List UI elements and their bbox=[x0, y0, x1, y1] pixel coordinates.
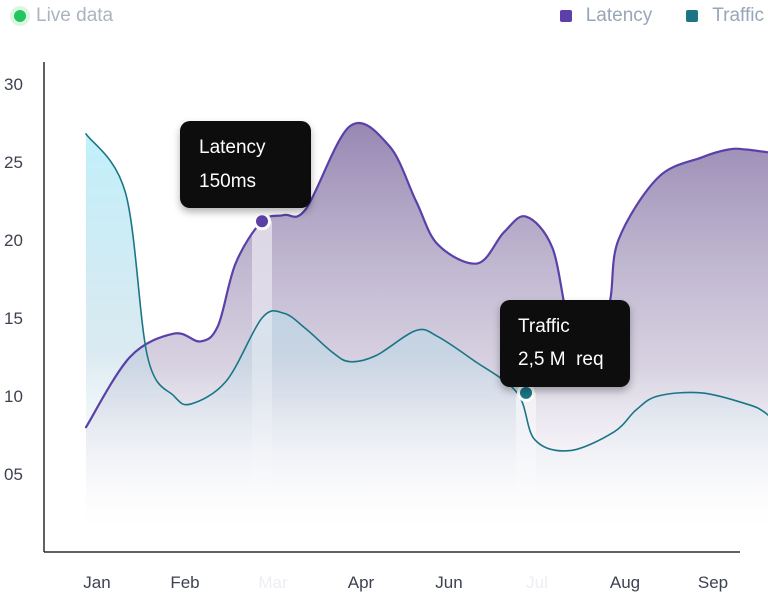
y-tick-label: 05 bbox=[4, 465, 23, 484]
tooltip-traffic-box bbox=[500, 300, 630, 387]
x-tick-label: Jun bbox=[435, 573, 462, 592]
x-tick-label: Mar bbox=[258, 573, 288, 592]
marker-guide-latency bbox=[252, 221, 272, 530]
legend-swatch-latency bbox=[559, 10, 572, 22]
marker-guides bbox=[252, 221, 536, 530]
y-tick-label: 15 bbox=[4, 309, 23, 328]
series-line-traffic bbox=[85, 133, 768, 452]
y-axis-ticks: 30 25 20 15 10 05 bbox=[4, 75, 23, 484]
legend-item-traffic[interactable]: Traffic bbox=[686, 5, 764, 27]
legend-label-latency: Latency bbox=[585, 5, 653, 26]
x-axis-ticks: Jan Feb Mar Apr Jun Jul Aug Sep bbox=[83, 573, 728, 592]
series-lines bbox=[84, 122, 768, 452]
live-label: Live data bbox=[36, 5, 114, 26]
tooltip-latency-box bbox=[180, 121, 311, 208]
data-point-marker-traffic[interactable] bbox=[517, 383, 535, 402]
y-tick-label: 25 bbox=[4, 153, 23, 172]
y-tick-label: 30 bbox=[4, 75, 23, 94]
tooltip-latency-title: Latency bbox=[199, 137, 266, 158]
x-tick-label: Sep bbox=[698, 573, 728, 592]
live-status-dot bbox=[14, 10, 26, 22]
marker-guide-traffic bbox=[516, 392, 536, 530]
tooltip-traffic-value: 2,5 M req bbox=[518, 349, 604, 370]
chart-legend: Latency Traffic bbox=[559, 4, 764, 28]
tooltip-traffic: Traffic 2,5 M req bbox=[500, 300, 630, 387]
series-line-latency bbox=[84, 122, 768, 429]
legend-label-traffic: Traffic bbox=[712, 5, 764, 26]
tooltip-latency: Latency 150ms bbox=[180, 121, 311, 208]
data-point-marker-latency[interactable] bbox=[253, 212, 271, 231]
y-tick-label: 20 bbox=[4, 231, 23, 250]
legend-item-latency[interactable]: Latency bbox=[559, 5, 653, 27]
x-tick-label: Apr bbox=[348, 573, 375, 592]
live-indicator: Live data bbox=[14, 4, 113, 28]
tooltip-traffic-title: Traffic bbox=[518, 316, 570, 337]
x-tick-label: Jul bbox=[526, 573, 548, 592]
x-tick-label: Feb bbox=[170, 573, 199, 592]
x-tick-label: Jan bbox=[83, 573, 110, 592]
x-tick-label: Aug bbox=[610, 573, 640, 592]
y-tick-label: 10 bbox=[4, 387, 23, 406]
tooltip-latency-value: 150ms bbox=[199, 171, 256, 192]
legend-swatch-traffic bbox=[686, 10, 699, 22]
